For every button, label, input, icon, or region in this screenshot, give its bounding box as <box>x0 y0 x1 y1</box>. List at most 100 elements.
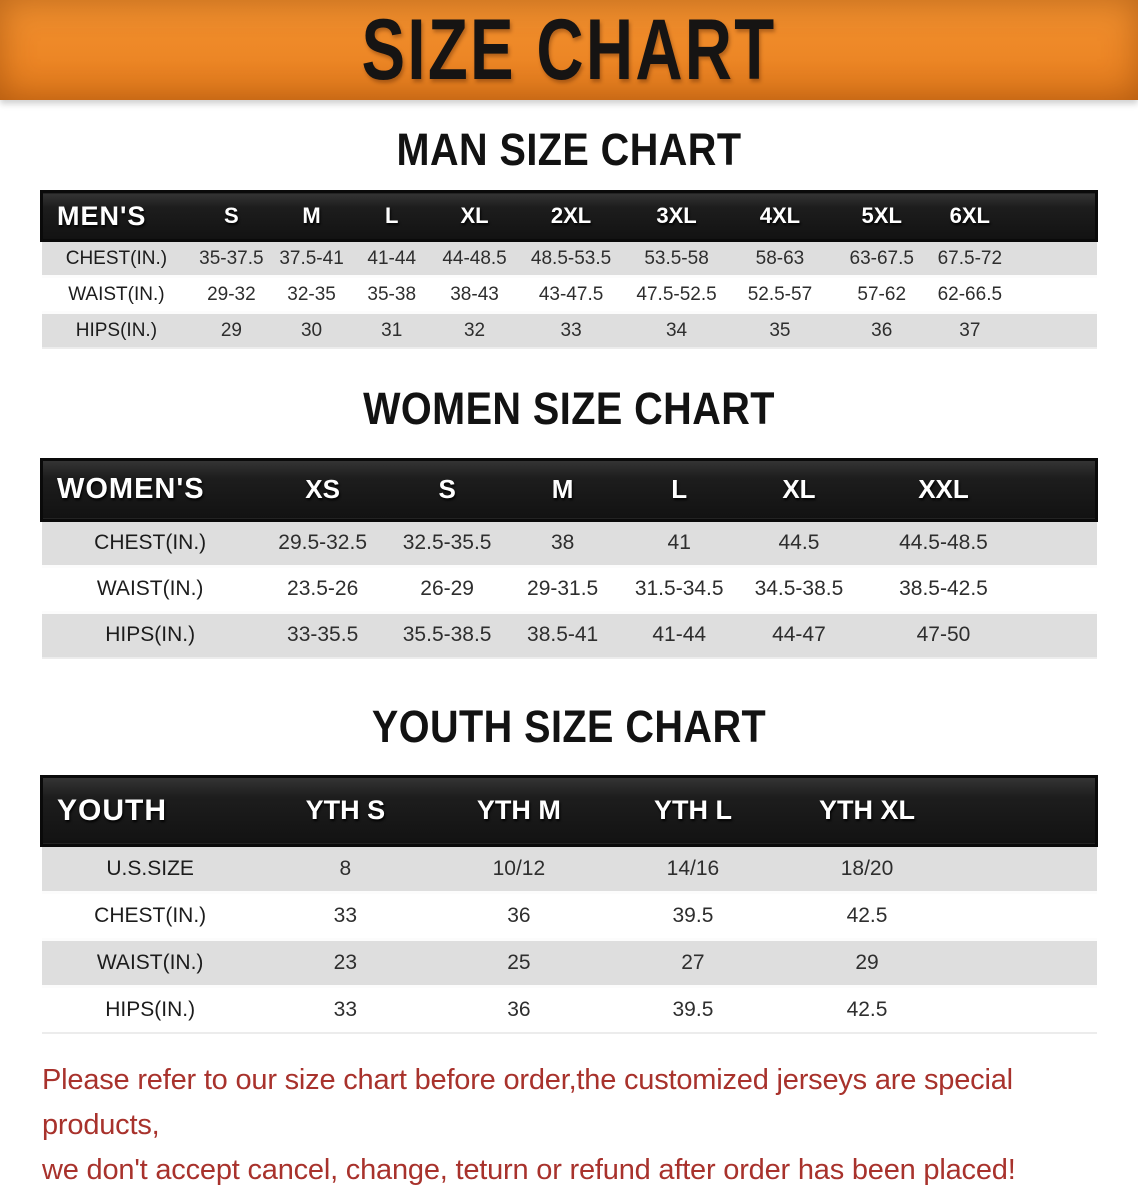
size-cell: 52.5-57 <box>728 275 832 313</box>
size-chart-banner: SIZE CHART <box>0 0 1138 100</box>
table-row: WAIST(IN.) 23.5-26 26-29 29-31.5 31.5-34.5 34… <box>41 564 1097 612</box>
size-cell: 23.5-26 <box>258 564 387 612</box>
spacer-cell <box>954 984 1097 1034</box>
size-cell: 44-47 <box>740 610 857 659</box>
spacer-cell <box>1007 311 1097 350</box>
row-label: CHEST(IN.) <box>41 239 192 277</box>
table-row: CHEST(IN.) 33 36 39.5 42.5 <box>41 890 1097 940</box>
table-row: WAIST(IN.) 29-32 32-35 35-38 38-43 43-47.5 47.… <box>41 275 1097 313</box>
table-row: HIPS(IN.) 33 36 39.5 42.5 <box>41 984 1097 1034</box>
size-cell: 53.5-58 <box>624 239 729 277</box>
size-cell: 34.5-38.5 <box>740 564 857 612</box>
table-corner-label: MEN'S <box>40 190 192 243</box>
size-cell: 31 <box>351 311 432 350</box>
size-cell: 44.5-48.5 <box>856 518 1030 566</box>
table-row: CHEST(IN.) 29.5-32.5 32.5-35.5 38 41 44.5 44.5… <box>41 518 1097 566</box>
spacer-cell <box>1029 518 1097 566</box>
row-label: WAIST(IN.) <box>41 937 259 987</box>
size-cell: 37 <box>931 311 1008 350</box>
size-cell: 37.5-41 <box>271 239 352 277</box>
size-cell: 47.5-52.5 <box>624 275 729 313</box>
size-cell: 31.5-34.5 <box>617 564 741 612</box>
table-row: CHEST(IN.) 35-37.5 37.5-41 41-44 44-48.5 48.5… <box>41 239 1097 277</box>
row-label: HIPS(IN.) <box>41 311 192 350</box>
size-cell: 29 <box>191 311 272 350</box>
size-column-header: 6XL <box>931 190 1008 243</box>
size-column-header: S <box>386 457 508 522</box>
size-column-header: YTH XL <box>779 774 955 847</box>
size-cell: 32 <box>431 311 518 350</box>
size-cell: 41-44 <box>617 610 741 659</box>
spacer-cell <box>1029 564 1097 612</box>
table-corner-label: WOMEN'S <box>39 457 259 522</box>
size-cell: 29.5-32.5 <box>258 518 387 566</box>
size-cell: 47-50 <box>856 610 1030 659</box>
table-header-row: MEN'S S M L XL 2XL 3XL 4XL 5XL 6XL <box>40 190 1098 243</box>
size-cell: 33-35.5 <box>258 610 387 659</box>
size-cell: 63-67.5 <box>831 239 932 277</box>
size-cell: 42.5 <box>779 890 955 940</box>
row-label: WAIST(IN.) <box>41 564 259 612</box>
size-cell: 23 <box>258 937 432 987</box>
size-cell: 33 <box>258 984 432 1034</box>
spacer-cell <box>954 937 1097 987</box>
size-chart-content: MAN SIZE CHART MEN'S S M L XL 2XL 3XL 4XL 5XL 6XL… <box>0 126 1138 1193</box>
size-cell: 25 <box>431 937 606 987</box>
size-column-header: M <box>507 457 618 522</box>
spacer-cell <box>1007 190 1098 243</box>
size-column-header: L <box>617 457 741 522</box>
table-row: U.S.SIZE 8 10/12 14/16 18/20 <box>41 843 1097 893</box>
size-cell: 67.5-72 <box>931 239 1008 277</box>
size-cell: 42.5 <box>779 984 955 1034</box>
youth-size-section: YOUTH SIZE CHART YOUTH YTH S YTH M YTH L YTH… <box>0 700 1138 1034</box>
disclaimer-line-2: we don't accept cancel, change, teturn o… <box>42 1153 1016 1186</box>
size-column-header: YTH S <box>258 774 432 847</box>
size-cell: 27 <box>605 937 780 987</box>
size-cell: 35-38 <box>351 275 432 313</box>
size-column-header: XXL <box>856 457 1030 522</box>
spacer-cell <box>954 774 1099 847</box>
size-column-header: 4XL <box>728 190 832 243</box>
size-cell: 44-48.5 <box>431 239 518 277</box>
table-header-row: YOUTH YTH S YTH M YTH L YTH XL <box>39 774 1099 847</box>
size-column-header: YTH L <box>605 774 780 847</box>
size-column-header: XS <box>258 457 387 522</box>
size-cell: 41-44 <box>351 239 432 277</box>
disclaimer-line-1: Please refer to our size chart before or… <box>42 1063 1013 1141</box>
table-row: HIPS(IN.) 33-35.5 35.5-38.5 38.5-41 41-44 44-… <box>41 610 1097 659</box>
size-cell: 29 <box>779 937 955 987</box>
size-cell: 35 <box>728 311 832 350</box>
man-size-section: MAN SIZE CHART MEN'S S M L XL 2XL 3XL 4XL 5XL 6XL… <box>0 124 1138 350</box>
disclaimer-text: Please refer to our size chart before or… <box>42 1058 1108 1193</box>
size-column-header: XL <box>740 457 857 522</box>
women-size-section: WOMEN SIZE CHART WOMEN'S XS S M L XL XXL CHEST(… <box>0 383 1138 659</box>
size-cell: 38.5-42.5 <box>856 564 1030 612</box>
youth-size-table: YOUTH YTH S YTH M YTH L YTH XL U.S.SIZE 8 10/12… <box>39 774 1099 1034</box>
youth-size-heading: YOUTH SIZE CHART <box>371 700 767 752</box>
spacer-cell <box>954 843 1097 893</box>
size-cell: 39.5 <box>605 890 780 940</box>
spacer-cell <box>1007 239 1097 277</box>
size-cell: 44.5 <box>740 518 857 566</box>
womens-size-table: WOMEN'S XS S M L XL XXL CHEST(IN.) 29.5-32.5 32.5… <box>39 457 1098 659</box>
man-size-heading: MAN SIZE CHART <box>396 124 742 175</box>
size-cell: 58-63 <box>728 239 832 277</box>
row-label: U.S.SIZE <box>41 843 259 893</box>
size-cell: 43-47.5 <box>517 275 625 313</box>
size-cell: 62-66.5 <box>931 275 1008 313</box>
banner-title: SIZE CHART <box>361 2 777 98</box>
size-cell: 36 <box>431 890 606 940</box>
size-cell: 41 <box>617 518 741 566</box>
women-size-heading: WOMEN SIZE CHART <box>363 383 775 435</box>
spacer-cell <box>1007 275 1097 313</box>
row-label: WAIST(IN.) <box>41 275 192 313</box>
size-cell: 39.5 <box>605 984 780 1034</box>
size-cell: 38.5-41 <box>507 610 618 659</box>
size-cell: 35.5-38.5 <box>386 610 508 659</box>
size-cell: 33 <box>258 890 432 940</box>
size-column-header: M <box>271 190 352 243</box>
row-label: HIPS(IN.) <box>41 610 259 659</box>
spacer-cell <box>1029 457 1098 522</box>
size-cell: 18/20 <box>779 843 955 893</box>
size-cell: 36 <box>431 984 606 1034</box>
